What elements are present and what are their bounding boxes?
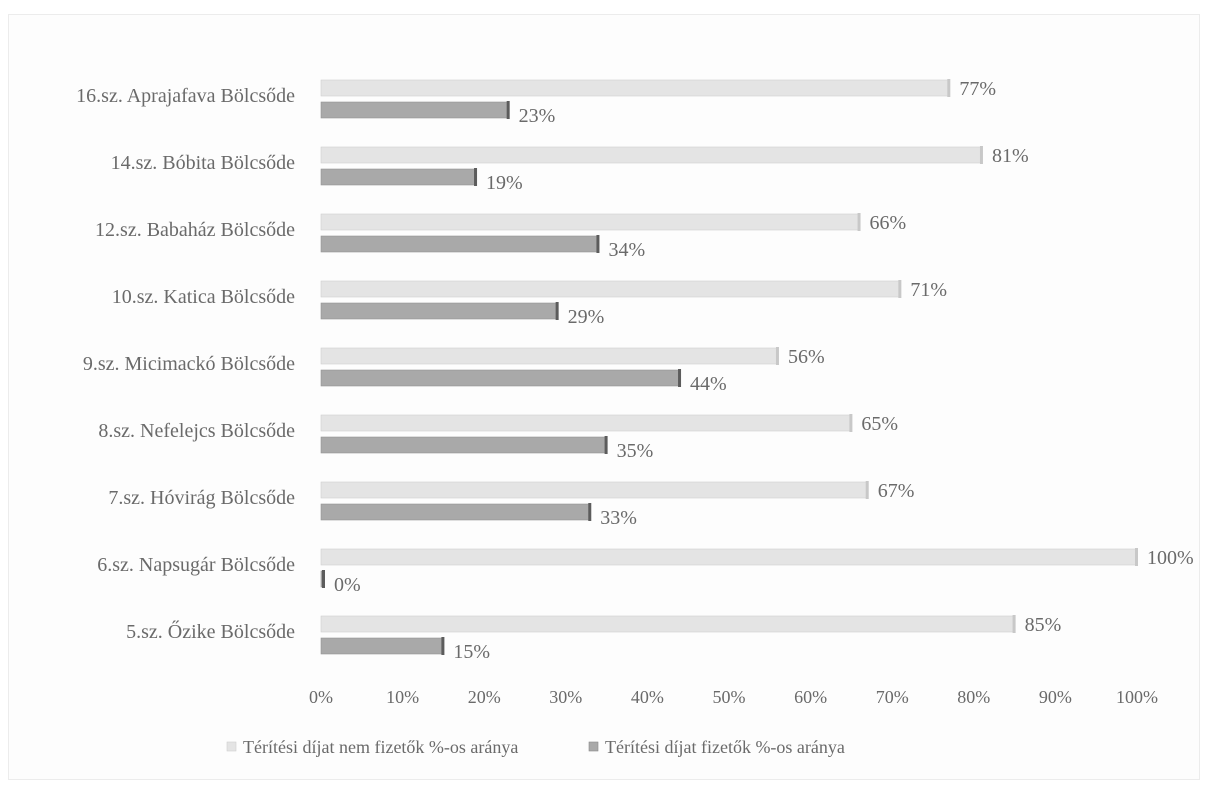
data-label-paying: 35% (617, 440, 654, 462)
data-label-not-paying: 71% (910, 279, 947, 301)
bar-cap-not-paying (775, 347, 779, 365)
bar-cap-paying (474, 168, 478, 186)
bar-not-paying (320, 79, 950, 97)
bar-not-paying (320, 414, 852, 432)
category-label: 9.sz. Micimackó Bölcsőde (83, 353, 295, 375)
data-label-not-paying: 65% (861, 413, 898, 435)
bar-cap-not-paying (979, 146, 983, 164)
bar-cap-not-paying (1135, 548, 1138, 566)
bar-not-paying (320, 280, 901, 298)
bar-not-paying (320, 548, 1138, 566)
bar-cap-paying (588, 503, 592, 521)
bar-not-paying (320, 213, 860, 231)
data-label-paying: 33% (600, 507, 637, 529)
legend-swatch (588, 741, 599, 752)
bar-cap-not-paying (898, 280, 902, 298)
category-label: 16.sz. Aprajafava Bölcsőde (76, 85, 295, 107)
bar-paying (320, 637, 444, 655)
category-label: 5.sz. Őzike Bölcsőde (126, 619, 295, 643)
bar-cap-paying (506, 101, 510, 119)
legend-swatch (226, 741, 237, 752)
data-label-not-paying: 77% (959, 78, 996, 100)
x-tick-label: 0% (309, 687, 333, 707)
data-label-paying: 0% (334, 574, 361, 596)
bar-chart: 16.sz. Aprajafava Bölcsőde 77% 23% 14.sz. B… (76, 78, 1194, 757)
x-tick-label: 40% (631, 687, 664, 707)
category-label: 10.sz. Katica Bölcsőde (112, 286, 295, 308)
x-tick-label: 50% (713, 687, 746, 707)
x-tick-label: 30% (549, 687, 582, 707)
data-label-not-paying: 67% (878, 480, 915, 502)
bar-not-paying (320, 615, 1015, 633)
bar-cap-paying (441, 637, 445, 655)
chart-container: 16.sz. Aprajafava Bölcsőde 77% 23% 14.sz. B… (8, 14, 1200, 780)
x-tick-label: 80% (957, 687, 990, 707)
bar-paying (320, 101, 509, 119)
bar-cap-paying (555, 302, 559, 320)
bar-cap-not-paying (1012, 615, 1016, 633)
bar-not-paying (320, 481, 869, 499)
bar-cap-not-paying (865, 481, 869, 499)
category-label: 8.sz. Nefelejcs Bölcsőde (98, 420, 295, 442)
bar-paying (320, 168, 477, 186)
legend-label: Térítési díjat nem fizetők %-os aránya (243, 737, 518, 757)
data-label-not-paying: 66% (870, 212, 907, 234)
x-tick-label: 10% (386, 687, 419, 707)
bar-cap-paying (596, 235, 600, 253)
bar-paying (320, 369, 681, 387)
bar-paying (320, 302, 558, 320)
bar-cap-paying (322, 570, 325, 588)
x-tick-label: 60% (794, 687, 827, 707)
x-tick-label: 70% (876, 687, 909, 707)
bar-cap-paying (604, 436, 608, 454)
data-label-not-paying: 81% (992, 145, 1029, 167)
bar-not-paying (320, 347, 779, 365)
data-label-not-paying: 56% (788, 346, 825, 368)
category-label: 7.sz. Hóvirág Bölcsőde (108, 487, 295, 509)
data-label-not-paying: 100% (1147, 547, 1194, 569)
bar-cap-not-paying (947, 79, 951, 97)
bar-cap-paying (678, 369, 682, 387)
bar-not-paying (320, 146, 983, 164)
bar-cap-not-paying (849, 414, 853, 432)
bar-cap-not-paying (857, 213, 861, 231)
x-tick-label: 100% (1116, 687, 1158, 707)
bar-paying (320, 235, 599, 253)
x-tick-label: 20% (468, 687, 501, 707)
data-label-paying: 19% (486, 172, 523, 194)
data-label-paying: 34% (608, 239, 645, 261)
legend-label: Térítési díjat fizetők %-os aránya (605, 737, 845, 757)
category-label: 6.sz. Napsugár Bölcsőde (97, 554, 295, 576)
data-label-paying: 44% (690, 373, 727, 395)
bar-paying (320, 436, 607, 454)
data-label-paying: 15% (453, 641, 490, 663)
data-label-paying: 29% (568, 306, 605, 328)
x-tick-label: 90% (1039, 687, 1072, 707)
data-label-not-paying: 85% (1025, 614, 1062, 636)
category-label: 14.sz. Bóbita Bölcsőde (111, 152, 296, 174)
data-label-paying: 23% (519, 105, 556, 127)
bar-paying (320, 503, 591, 521)
category-label: 12.sz. Babaház Bölcsőde (95, 219, 295, 241)
